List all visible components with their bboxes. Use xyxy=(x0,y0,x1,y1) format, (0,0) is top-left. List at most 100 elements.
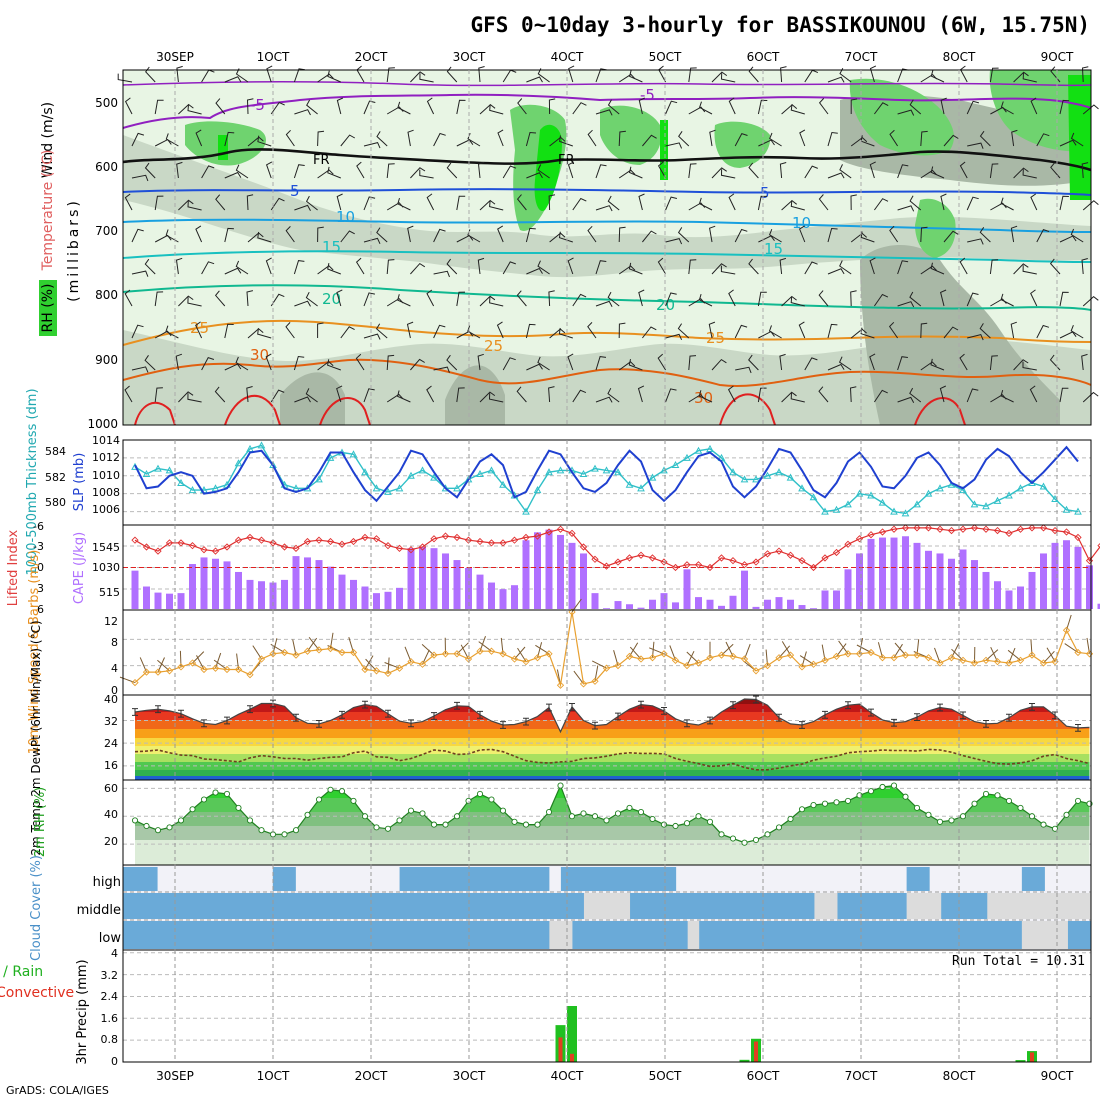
upper-wind-barb xyxy=(595,164,607,179)
cloud-cell-middle xyxy=(203,893,216,919)
upper-wind-barb xyxy=(781,391,797,403)
upper-wind-barb xyxy=(433,324,446,339)
cloud-cell-low xyxy=(964,921,977,949)
upper-wind-barb xyxy=(734,324,748,339)
upper-wind-barb xyxy=(246,290,254,307)
upper-wind-barb xyxy=(567,353,574,371)
wind-panel-background xyxy=(123,610,1091,695)
precip-axis: 0 0.8 1.6 2.4 3.2 4 xyxy=(101,947,119,1068)
li-marker xyxy=(855,535,864,543)
upper-wind-barb xyxy=(897,164,909,179)
li-marker xyxy=(223,543,231,551)
upper-wind-barb xyxy=(144,162,156,179)
wind-marker xyxy=(614,661,622,670)
surface-wind-barb xyxy=(421,644,435,656)
cloud-cell-high xyxy=(733,867,746,891)
cloud-cell-middle xyxy=(618,893,631,919)
cape-axis-label: CAPE (J/kg) xyxy=(72,532,87,604)
thickness-marker xyxy=(430,473,438,481)
upper-wind-barb xyxy=(355,257,365,275)
temp-range-bar xyxy=(937,703,943,712)
li-marker xyxy=(1016,525,1025,533)
upper-wind-barb xyxy=(748,162,759,179)
upper-wind-barb xyxy=(317,130,325,147)
upper-wind-barb xyxy=(433,366,450,373)
cape-bar xyxy=(1017,586,1024,609)
li-marker xyxy=(476,537,484,546)
cloud-cell-middle xyxy=(768,893,781,919)
slp-line xyxy=(134,445,1079,503)
cape-bar xyxy=(1005,590,1013,609)
upper-wind-barb xyxy=(720,73,736,83)
cape-bar xyxy=(522,540,530,609)
temp-range-bar xyxy=(1075,723,1081,732)
slp-tick: 1006 xyxy=(92,503,120,516)
rh-marker xyxy=(890,782,898,789)
upper-wind-barb xyxy=(502,165,517,179)
rh-marker xyxy=(844,797,852,804)
upper-wind-barb xyxy=(688,163,697,179)
temp-line xyxy=(134,698,1090,734)
surface-wind-barb xyxy=(951,648,964,661)
rh-marker xyxy=(913,804,921,811)
cloud-cell-middle xyxy=(537,893,550,919)
upper-wind-barb xyxy=(410,262,426,275)
upper-wind-barb xyxy=(943,134,959,147)
upper-wind-barb xyxy=(144,355,156,371)
rh-marker xyxy=(580,810,587,817)
rh-marker xyxy=(1051,825,1059,832)
surface-wind-barb xyxy=(629,642,639,657)
cloud-cell-low xyxy=(837,921,850,949)
isotherm-label: FR xyxy=(558,153,575,168)
upper-wind-barb xyxy=(869,257,876,275)
upper-wind-barb xyxy=(376,227,388,243)
upper-wind-barb xyxy=(548,98,556,115)
li-marker xyxy=(154,547,162,555)
cape-bar xyxy=(200,557,208,609)
rh-marker xyxy=(154,827,162,834)
cloud-cell-middle xyxy=(134,893,147,919)
upper-wind-barb xyxy=(618,265,636,275)
temp-range-bar xyxy=(155,705,161,714)
cloud-cell-low xyxy=(849,921,862,949)
cloud-cell-high xyxy=(318,867,331,891)
cloud-cell-middle xyxy=(295,893,308,919)
temp-range-bar xyxy=(178,709,184,718)
cloud-cell-low xyxy=(998,921,1011,949)
cloud-cell-low xyxy=(906,921,919,949)
wind-marker xyxy=(763,661,772,670)
cape-bar xyxy=(453,560,461,609)
cloud-cell-high xyxy=(779,867,792,891)
upper-wind-barb xyxy=(618,361,636,371)
upper-wind-barb xyxy=(1022,72,1037,83)
temp-range-bar xyxy=(569,703,575,711)
upper-wind-barb xyxy=(176,65,183,83)
cloud-row-label: low xyxy=(99,931,122,946)
upper-wind-barb xyxy=(407,129,414,147)
upper-wind-barb xyxy=(709,225,716,243)
upper-wind-barb xyxy=(270,197,285,211)
temp-range-bar xyxy=(1006,713,1012,722)
upper-wind-barb xyxy=(526,172,543,179)
upper-wind-barb xyxy=(989,67,999,83)
li-marker xyxy=(706,563,714,572)
upper-wind-barb xyxy=(363,388,375,403)
temp-range-bar xyxy=(500,721,506,729)
upper-wind-barb xyxy=(386,354,395,371)
upper-wind-barb xyxy=(909,291,922,307)
cloud-cell-high xyxy=(192,867,205,891)
upper-wind-barb xyxy=(525,227,536,243)
rh-band-90 xyxy=(185,70,1091,258)
upper-wind-barb xyxy=(456,99,466,115)
cloud-cell-middle xyxy=(284,893,297,919)
upper-wind-barb xyxy=(201,356,215,371)
temp-band xyxy=(135,776,1090,780)
run-total-label: Run Total = 10.31 xyxy=(952,954,1085,969)
rh-marker xyxy=(660,821,668,828)
li-marker xyxy=(338,540,346,548)
cloud-cell-high xyxy=(595,867,608,891)
upper-wind-barb xyxy=(224,267,242,275)
upper-wind-barb xyxy=(748,354,759,371)
thickness-marker xyxy=(786,473,795,481)
upper-wind-barb xyxy=(595,109,613,116)
